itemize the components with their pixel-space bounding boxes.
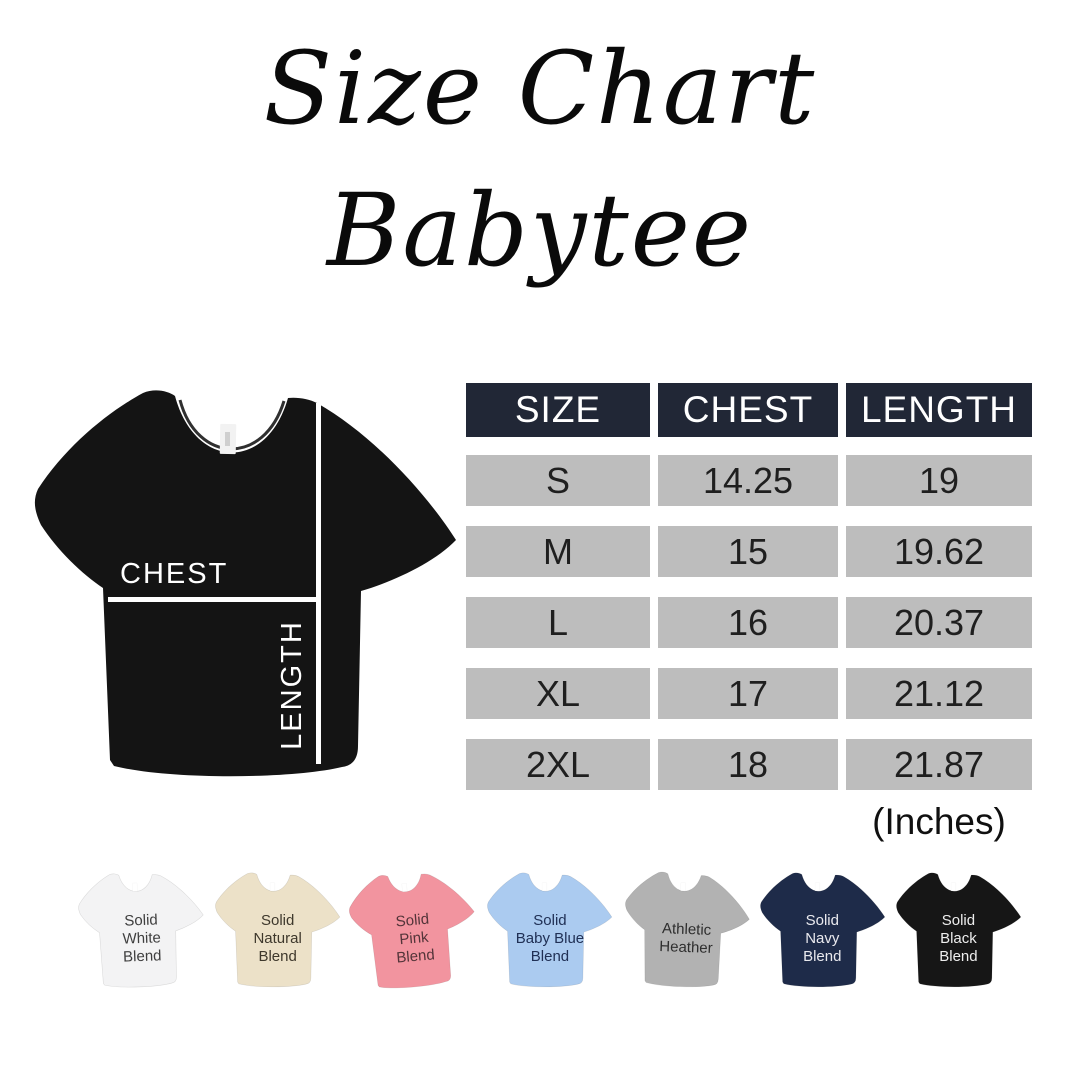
- swatch-label: Athletic Heather: [658, 919, 713, 957]
- units-note: (Inches): [872, 801, 1006, 842]
- cell-length: 20.37: [846, 597, 1032, 648]
- cell-length: 21.87: [846, 739, 1032, 790]
- title-line-1: Size Chart: [263, 30, 817, 147]
- chest-label: CHEST: [120, 558, 229, 590]
- tshirt-silhouette: [78, 873, 204, 988]
- tshirt-icon: [215, 872, 341, 988]
- swatch-solid-white-blend: Solid White Blend: [76, 870, 207, 996]
- swatch-solid-pink-blend: Solid Pink Blend: [345, 867, 482, 1000]
- tshirt-icon: [759, 872, 885, 988]
- swatch-label: Solid Natural Blend: [253, 911, 302, 966]
- measurement-diagram: CHEST LENGTH: [30, 388, 460, 800]
- tshirt-icon: [349, 873, 475, 989]
- cell-length: 21.12: [846, 668, 1032, 719]
- tshirt-silhouette: [215, 872, 341, 988]
- cell-chest: 17: [658, 668, 838, 719]
- swatch-solid-black-blend: Solid Black Blend: [895, 872, 1022, 994]
- swatch-solid-natural-blend: Solid Natural Blend: [214, 872, 341, 994]
- size-table-body: S 14.25 19 M 15 19.62 L 16 20.37 XL 17 21.12 2XL 18 21…: [466, 455, 1032, 790]
- cell-size: L: [466, 597, 650, 648]
- column-header-size: SIZE: [466, 383, 650, 437]
- tshirt-silhouette: [896, 872, 1022, 988]
- cell-chest: 15: [658, 526, 838, 577]
- cell-chest: 16: [658, 597, 838, 648]
- color-options-row: Solid White Blend Solid Natural Blend So…: [76, 870, 1022, 996]
- collar-tag-print: [225, 432, 230, 446]
- size-table: SIZE CHEST LENGTH S 14.25 19 M 15 19.62 L 16 20.…: [466, 383, 1032, 790]
- title-line-2: Babytee: [326, 172, 754, 289]
- swatch-label: Solid Baby Blue Blend: [515, 911, 585, 966]
- swatch-solid-navy-blend: Solid Navy Blend: [759, 872, 886, 994]
- column-header-chest: CHEST: [658, 383, 838, 437]
- tshirt-silhouette: [34, 390, 456, 777]
- tshirt-icon: [624, 871, 750, 988]
- tshirt-icon: [78, 873, 204, 988]
- cell-size: XL: [466, 668, 650, 719]
- collar-tag-icon: [542, 882, 548, 892]
- collar-tag-icon: [950, 882, 956, 892]
- swatch-label: Solid Navy Blend: [803, 911, 842, 966]
- cell-size: M: [466, 526, 650, 577]
- size-table-header: SIZE CHEST LENGTH: [466, 383, 1032, 437]
- black-tshirt-illustration: [34, 390, 456, 777]
- swatch-label: Solid White Blend: [122, 910, 162, 966]
- length-measure-line: [316, 403, 321, 764]
- tshirt-icon: [896, 872, 1022, 988]
- swatch-athletic-heather: Athletic Heather: [621, 870, 752, 996]
- length-label: LENGTH: [276, 620, 308, 750]
- collar-tag-icon: [814, 882, 820, 892]
- tshirt-silhouette: [487, 872, 613, 988]
- cell-size: S: [466, 455, 650, 506]
- collar-tag-icon: [132, 882, 138, 892]
- swatch-solid-baby-blue-blend: Solid Baby Blue Blend: [486, 872, 613, 994]
- cell-chest: 14.25: [658, 455, 838, 506]
- cell-length: 19: [846, 455, 1032, 506]
- cell-chest: 18: [658, 739, 838, 790]
- swatch-label: Solid Black Blend: [939, 911, 978, 966]
- swatch-label: Solid Pink Blend: [395, 910, 436, 967]
- cell-size: 2XL: [466, 739, 650, 790]
- tshirt-silhouette: [759, 872, 885, 988]
- collar-tag-icon: [270, 882, 276, 892]
- tshirt-icon: [487, 872, 613, 988]
- chest-measure-line: [108, 597, 316, 602]
- cell-length: 19.62: [846, 526, 1032, 577]
- column-header-length: LENGTH: [846, 383, 1032, 437]
- page-title: Size Chart Babytee: [0, 18, 1080, 302]
